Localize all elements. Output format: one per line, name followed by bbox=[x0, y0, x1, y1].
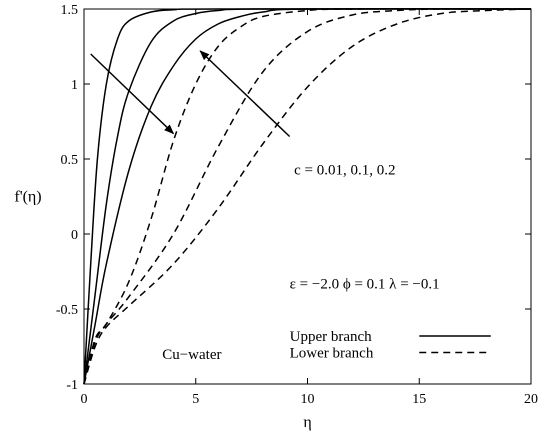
c-values-annotation: c = 0.01, 0.1, 0.2 bbox=[294, 163, 395, 179]
legend: Upper branch Lower branch bbox=[290, 329, 491, 362]
curve-upper-1 bbox=[83, 8, 532, 385]
x-axis-label: η bbox=[303, 414, 311, 431]
curve-upper-0 bbox=[83, 8, 532, 385]
x-tick-label: 5 bbox=[192, 392, 199, 407]
x-tick-label: 20 bbox=[524, 392, 538, 407]
arrows-layer bbox=[90, 50, 291, 138]
curve-upper-2 bbox=[83, 8, 532, 385]
parameters-annotation: ε = −2.0 ϕ = 0.1 λ = −0.1 bbox=[290, 277, 440, 293]
legend-upper-label: Upper branch bbox=[290, 329, 373, 345]
curve-lower-3 bbox=[83, 8, 532, 385]
legend-lower-label: Lower branch bbox=[290, 346, 374, 362]
y-tick-label: 1.5 bbox=[61, 3, 79, 18]
plot-frame bbox=[83, 8, 532, 385]
curves-layer bbox=[83, 8, 532, 385]
x-tick-label: 0 bbox=[81, 392, 88, 407]
y-tick-label: -1 bbox=[66, 378, 78, 393]
y-tick-label: 0 bbox=[71, 228, 78, 243]
y-axis-label: f'(η) bbox=[14, 189, 41, 206]
y-tick-label: 0.5 bbox=[61, 153, 79, 168]
curve-lower-4 bbox=[83, 8, 532, 385]
y-tick-label: -0.5 bbox=[56, 303, 78, 318]
curve-lower-5 bbox=[83, 8, 532, 385]
direction-arrow-0 bbox=[90, 53, 175, 135]
fluid-annotation: Cu−water bbox=[162, 347, 221, 363]
y-tick-label: 1 bbox=[71, 78, 78, 93]
ticks-layer: 0 5 10 15 20 -1 -0.5 0 0.5 1 1.5 bbox=[56, 3, 538, 407]
x-tick-label: 15 bbox=[412, 392, 426, 407]
x-tick-label: 10 bbox=[301, 392, 315, 407]
direction-arrow-1 bbox=[199, 50, 291, 138]
